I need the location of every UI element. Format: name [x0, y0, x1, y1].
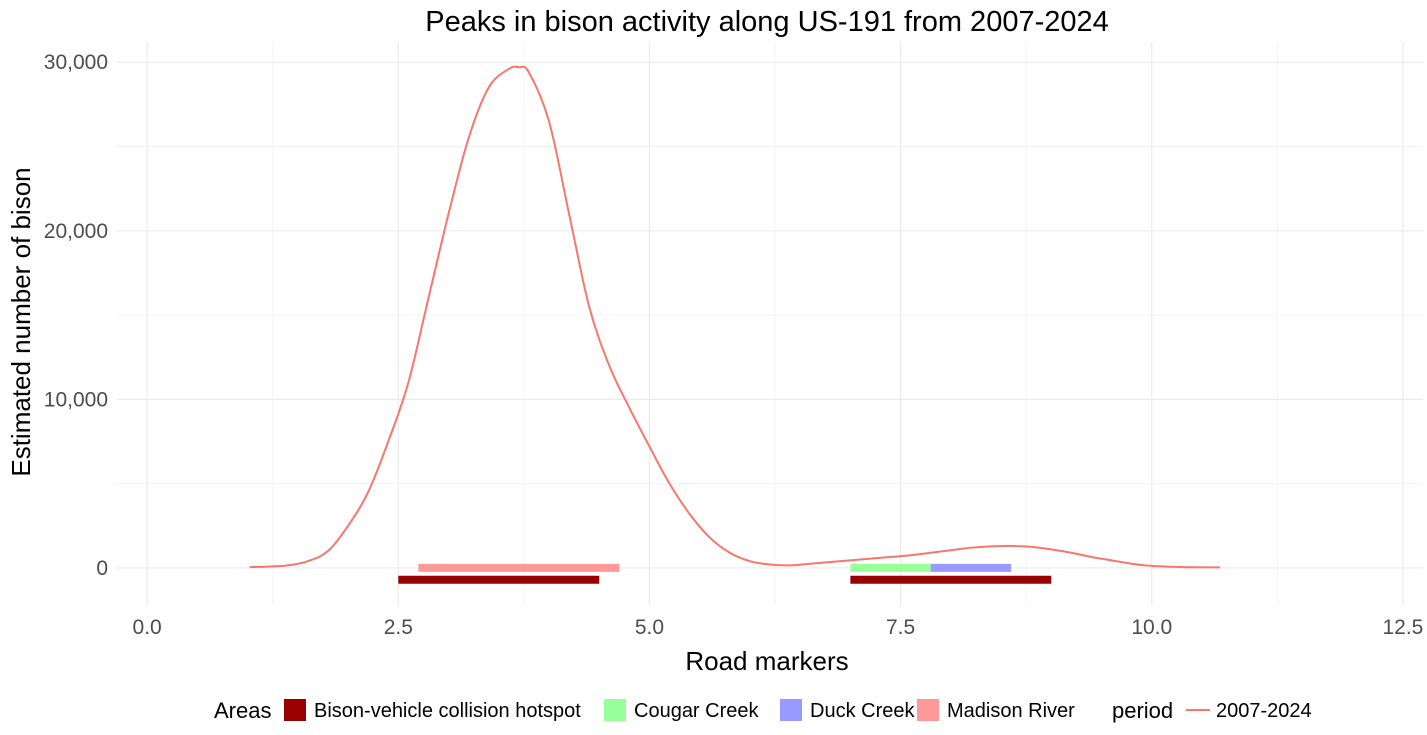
y-tick-label: 0 — [96, 557, 108, 580]
x-tick-label: 2.5 — [384, 616, 413, 639]
x-axis-ticks: 0.0 2.5 5.0 7.5 10.0 12.5 — [133, 616, 1424, 639]
legend-label: Bison-vehicle collision hotspot — [314, 700, 581, 722]
legend-swatch — [917, 699, 939, 721]
legend-label: Cougar Creek — [634, 700, 760, 722]
grid — [117, 42, 1423, 605]
legend-swatch — [604, 699, 626, 721]
y-axis-title: Estimated number of bison — [6, 167, 36, 476]
legend-swatch — [284, 699, 306, 721]
y-tick-label: 30,000 — [44, 51, 108, 74]
series-lines — [249, 65, 1221, 569]
chart-title: Peaks in bison activity along US-191 fro… — [425, 6, 1109, 38]
x-axis-title: Road markers — [685, 646, 848, 676]
x-tick-label: 10.0 — [1131, 616, 1172, 639]
series-line — [249, 65, 1221, 569]
legend-swatch — [780, 699, 802, 721]
legend-title-areas: Areas — [214, 698, 271, 723]
legend-title-period: period — [1112, 698, 1173, 723]
area-bars — [398, 563, 1052, 584]
legend-label: Madison River — [947, 700, 1075, 722]
y-tick-label: 10,000 — [44, 388, 108, 411]
y-tick-label: 20,000 — [44, 220, 108, 243]
x-tick-label: 5.0 — [635, 616, 664, 639]
legend: Areas Bison-vehicle collision hotspot Coug… — [214, 698, 1312, 723]
x-tick-label: 0.0 — [133, 616, 162, 639]
x-tick-label: 12.5 — [1382, 616, 1423, 639]
legend-label: 2007-2024 — [1216, 700, 1312, 722]
x-tick-label: 7.5 — [886, 616, 915, 639]
legend-label: Duck Creek — [810, 700, 915, 722]
y-axis-ticks: 0 10,000 20,000 30,000 — [44, 51, 108, 580]
